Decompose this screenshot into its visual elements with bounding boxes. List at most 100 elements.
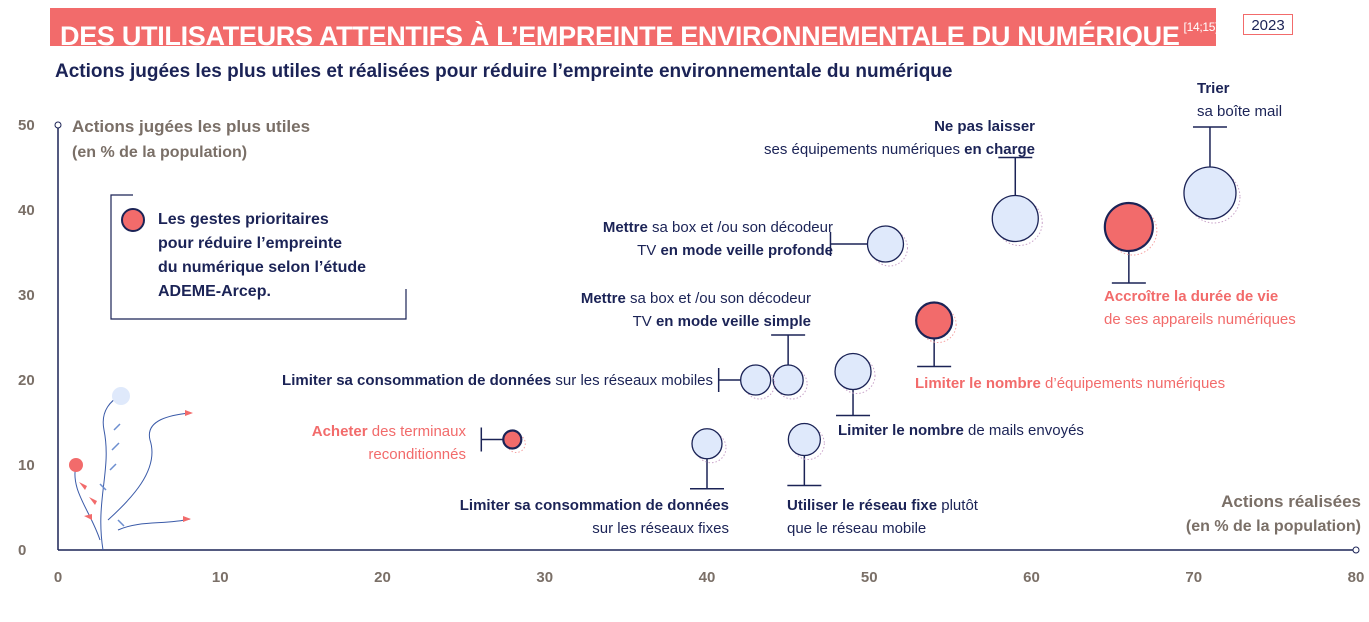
point-label-segment: plutôt bbox=[937, 497, 979, 514]
point-label-line: Trier bbox=[1197, 80, 1230, 97]
title-bar: DES UTILISATEURS ATTENTIFS À L’EMPREINTE… bbox=[50, 8, 1219, 51]
x-axis-subtitle: (en % de la population) bbox=[1186, 518, 1361, 535]
point-donnees-fixes: Limiter sa consommation de données sur le… bbox=[460, 428, 729, 537]
point-label-segment: d’équipements numériques bbox=[1041, 375, 1225, 392]
point-donnees-mobiles: Limiter sa consommation de données sur l… bbox=[282, 364, 776, 400]
point-label-segment: Mettre bbox=[581, 290, 626, 307]
bubble bbox=[834, 352, 872, 391]
x-tick-label: 10 bbox=[212, 569, 229, 586]
bubble bbox=[691, 428, 723, 460]
point-label-segment: Accroître la durée de vie bbox=[1104, 288, 1278, 305]
bubble bbox=[991, 194, 1039, 243]
bubble-shadow bbox=[995, 199, 1043, 246]
point-label-segment: Limiter sa consommation de données bbox=[282, 372, 551, 389]
y-tick-label: 40 bbox=[18, 202, 35, 219]
point-limiter-nombre-equip: Limiter le nombre d’équipements numériqu… bbox=[915, 301, 1225, 392]
legend-line-4: ADEME-Arcep. bbox=[158, 283, 271, 300]
legend-bold: gestes prioritaires bbox=[190, 211, 329, 228]
point-charge: Ne pas laisser ses équipements numériques… bbox=[764, 118, 1043, 246]
x-tick-label: 70 bbox=[1185, 569, 1202, 586]
point-label-segment: sa box et /ou son décodeur bbox=[626, 290, 811, 307]
point-label-line: Limiter le nombre de mails envoyés bbox=[838, 422, 1084, 439]
bubble bbox=[1103, 201, 1154, 253]
point-label-segment: de mails envoyés bbox=[964, 422, 1084, 439]
bubble bbox=[1183, 166, 1237, 220]
bubble bbox=[772, 364, 804, 396]
bubble bbox=[787, 422, 821, 457]
point-label-segment: des terminaux bbox=[368, 423, 467, 440]
point-label-line: Limiter sa consommation de données bbox=[460, 497, 729, 514]
bubble bbox=[915, 301, 954, 340]
bubble bbox=[866, 225, 905, 263]
point-label-line: TV en mode veille simple bbox=[633, 313, 811, 330]
point-label-line: sur les réseaux fixes bbox=[592, 520, 729, 537]
point-label-segment: Limiter le nombre bbox=[915, 375, 1041, 392]
point-label-segment: Trier bbox=[1197, 80, 1230, 97]
point-label-segment: ses équipements numériques bbox=[764, 141, 964, 158]
point-label-line: Mettre sa box et /ou son décodeur bbox=[581, 290, 811, 307]
point-label-line: Ne pas laisser bbox=[934, 118, 1035, 135]
x-tick-label: 80 bbox=[1348, 569, 1365, 586]
legend-line-2: pour réduire l’empreinte bbox=[158, 235, 343, 252]
decorative-flower-icon bbox=[69, 387, 193, 551]
chart-subtitle: Actions jugées les plus utiles et réalis… bbox=[55, 61, 953, 82]
point-label-segment: TV bbox=[637, 242, 660, 259]
data-points: Trier sa boîte mail Ne pas laisser ses équi… bbox=[282, 80, 1296, 537]
x-tick-label: 30 bbox=[536, 569, 553, 586]
point-label-segment: Utiliser le réseau fixe bbox=[787, 497, 937, 514]
year-badge: 2023 bbox=[1243, 14, 1293, 35]
point-trier: Trier sa boîte mail bbox=[1183, 80, 1282, 224]
point-label-line: Utiliser le réseau fixe plutôt bbox=[787, 497, 979, 514]
y-axis-end bbox=[54, 121, 62, 129]
point-label-segment: reconditionnés bbox=[368, 446, 466, 463]
point-veille-simple: Mettre sa box et /ou son décodeur TV en m… bbox=[581, 290, 811, 400]
point-label-line: Limiter le nombre d’équipements numériqu… bbox=[915, 375, 1225, 392]
point-label-segment: TV bbox=[633, 313, 656, 330]
point-label-segment: Ne pas laisser bbox=[934, 118, 1035, 135]
bubble bbox=[502, 429, 523, 450]
y-axis-subtitle: (en % de la population) bbox=[72, 144, 247, 161]
point-label-segment: Acheter bbox=[312, 423, 368, 440]
x-axis-end bbox=[1352, 546, 1360, 554]
point-label-segment: sur les réseaux fixes bbox=[592, 520, 729, 537]
point-label-segment: sa boîte mail bbox=[1197, 103, 1282, 120]
y-axis-title: Actions jugées les plus utiles bbox=[72, 117, 310, 136]
point-label-line: ses équipements numériques en charge bbox=[764, 141, 1035, 158]
point-label-segment: sa box et /ou son décodeur bbox=[648, 219, 833, 236]
point-label-line: sa boîte mail bbox=[1197, 103, 1282, 120]
y-tick-label: 30 bbox=[18, 287, 35, 304]
point-label-segment: en charge bbox=[964, 141, 1035, 158]
point-label-segment: de ses appareils numériques bbox=[1104, 311, 1296, 328]
point-label-segment: Limiter le nombre bbox=[838, 422, 964, 439]
point-reconditionnes: Acheter des terminaux reconditionnés bbox=[312, 423, 526, 463]
point-label-line: Mettre sa box et /ou son décodeur bbox=[603, 219, 833, 236]
y-tick-label: 10 bbox=[18, 457, 35, 474]
point-label-line: reconditionnés bbox=[368, 446, 466, 463]
x-tick-label: 60 bbox=[1023, 569, 1040, 586]
point-label-line: Limiter sa consommation de données sur l… bbox=[282, 372, 713, 389]
point-label-segment: en mode veille profonde bbox=[660, 242, 833, 259]
point-label-segment: sur les réseaux mobiles bbox=[551, 372, 713, 389]
point-veille-profonde: Mettre sa box et /ou son décodeur TV en m… bbox=[603, 219, 908, 267]
point-label-segment: Limiter sa consommation de données bbox=[460, 497, 729, 514]
page-title: DES UTILISATEURS ATTENTIFS À L’EMPREINTE… bbox=[60, 21, 1180, 51]
point-reseau-fixe: Utiliser le réseau fixe plutôt que le rés… bbox=[787, 422, 979, 537]
legend-line-3: du numérique selon l’étude bbox=[158, 259, 367, 276]
legend-frame bbox=[110, 194, 407, 320]
legend-prefix: Les bbox=[158, 211, 191, 228]
x-tick-label: 0 bbox=[54, 569, 62, 586]
point-label-segment: Mettre bbox=[603, 219, 648, 236]
point-label-segment: que le réseau mobile bbox=[787, 520, 926, 537]
point-label-line: de ses appareils numériques bbox=[1104, 311, 1296, 328]
x-axis-title: Actions réalisées bbox=[1221, 492, 1361, 511]
point-mails: Limiter le nombre de mails envoyés bbox=[834, 352, 1084, 439]
y-tick-label: 50 bbox=[18, 117, 35, 134]
bubble bbox=[740, 364, 772, 396]
y-tick-label: 20 bbox=[18, 372, 35, 389]
point-label-line: que le réseau mobile bbox=[787, 520, 926, 537]
axes: 0 10 20 30 40 50 60 70 80 0 10 20 30 40 50 Actions jugé… bbox=[18, 117, 1364, 586]
point-label-line: Accroître la durée de vie bbox=[1104, 288, 1278, 305]
point-label-line: TV en mode veille profonde bbox=[637, 242, 833, 259]
title-refs: [14;15] bbox=[1183, 20, 1219, 34]
